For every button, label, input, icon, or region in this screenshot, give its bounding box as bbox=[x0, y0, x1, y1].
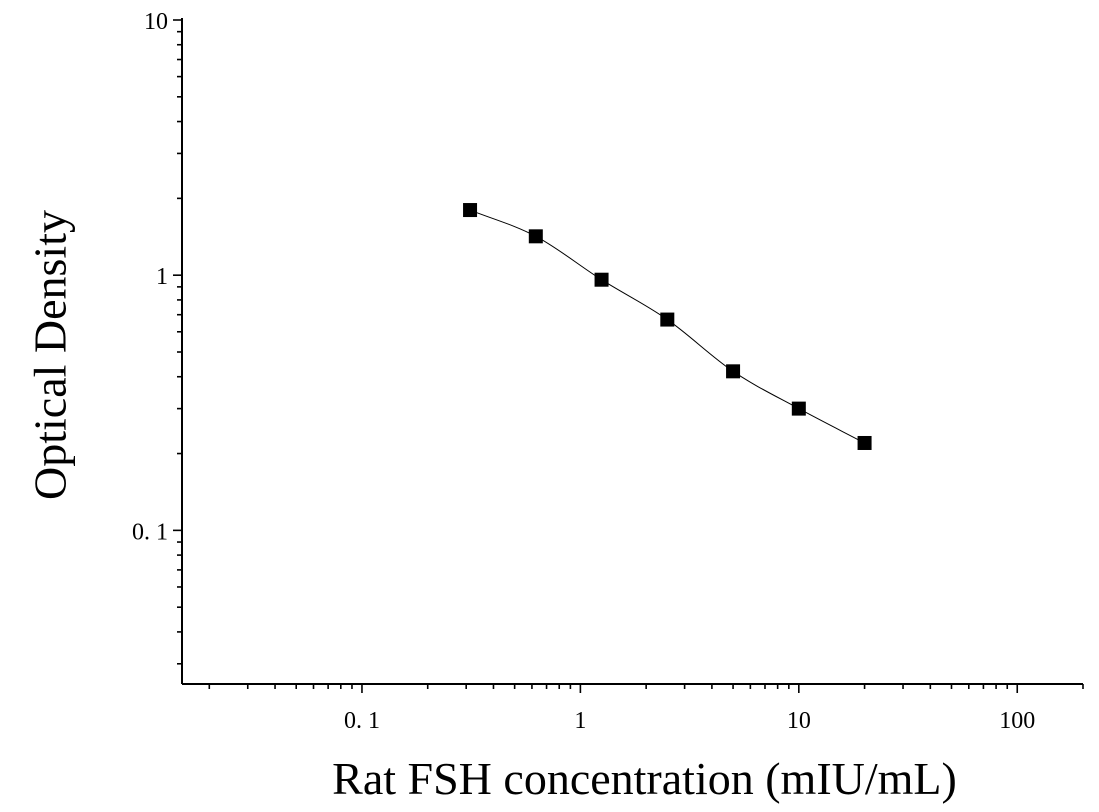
y-tick-label: 0. 1 bbox=[132, 519, 168, 545]
x-axis-title: Rat FSH concentration (mIU/mL) bbox=[332, 753, 957, 804]
data-point bbox=[528, 229, 543, 244]
data-point bbox=[594, 272, 609, 287]
x-tick-label: 1 bbox=[574, 708, 586, 734]
data-point bbox=[463, 203, 478, 218]
data-point bbox=[857, 435, 872, 450]
x-tick-label: 0. 1 bbox=[344, 708, 380, 734]
y-tick-label: 10 bbox=[144, 9, 168, 35]
data-point bbox=[791, 401, 806, 416]
axes bbox=[181, 18, 1083, 685]
data-point bbox=[726, 364, 741, 379]
data-markers bbox=[463, 203, 872, 450]
axis-tick-labels: 10 1 0. 1 0. 1 1 10 100 bbox=[132, 9, 1035, 734]
y-axis-title: Optical Density bbox=[25, 210, 76, 500]
x-tick-label: 10 bbox=[787, 708, 811, 734]
y-tick-label: 1 bbox=[156, 264, 168, 290]
x-tick-label: 100 bbox=[999, 708, 1035, 734]
axis-ticks bbox=[173, 19, 1084, 693]
data-point bbox=[660, 312, 675, 327]
